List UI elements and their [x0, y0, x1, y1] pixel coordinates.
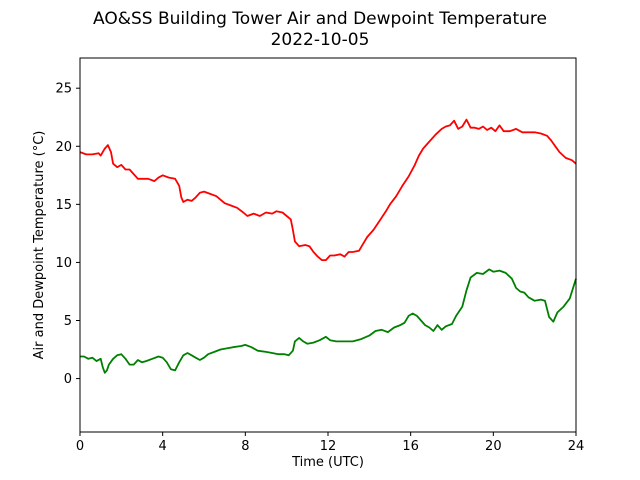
x-tick-label: 8	[241, 439, 249, 454]
x-tick-label: 16	[402, 439, 419, 454]
x-tick-label: 12	[320, 439, 337, 454]
y-tick-label: 20	[55, 140, 72, 155]
y-tick-label: 5	[64, 314, 72, 329]
y-axis: 0 5 10 15 20 25	[55, 82, 80, 387]
x-axis: 0 4 8 12 16 20 24	[76, 432, 584, 454]
chart-title: AO&SS Building Tower Air and Dewpoint Te…	[93, 9, 547, 29]
x-tick-label: 4	[159, 439, 167, 454]
x-tick-label: 24	[568, 439, 585, 454]
x-tick-label: 0	[76, 439, 84, 454]
x-tick-label: 20	[485, 439, 502, 454]
y-tick-label: 15	[55, 198, 72, 213]
series-line-1	[79, 118, 577, 261]
y-tick-label: 25	[55, 82, 72, 97]
y-axis-label: Air and Dewpoint Temperature (°C)	[32, 131, 47, 360]
y-tick-label: 0	[64, 372, 72, 387]
series-line-2	[80, 268, 577, 374]
chart-subtitle: 2022-10-05	[271, 30, 370, 50]
plot-lines	[79, 118, 577, 374]
x-axis-label: Time (UTC)	[291, 455, 364, 470]
y-tick-label: 10	[55, 256, 72, 271]
